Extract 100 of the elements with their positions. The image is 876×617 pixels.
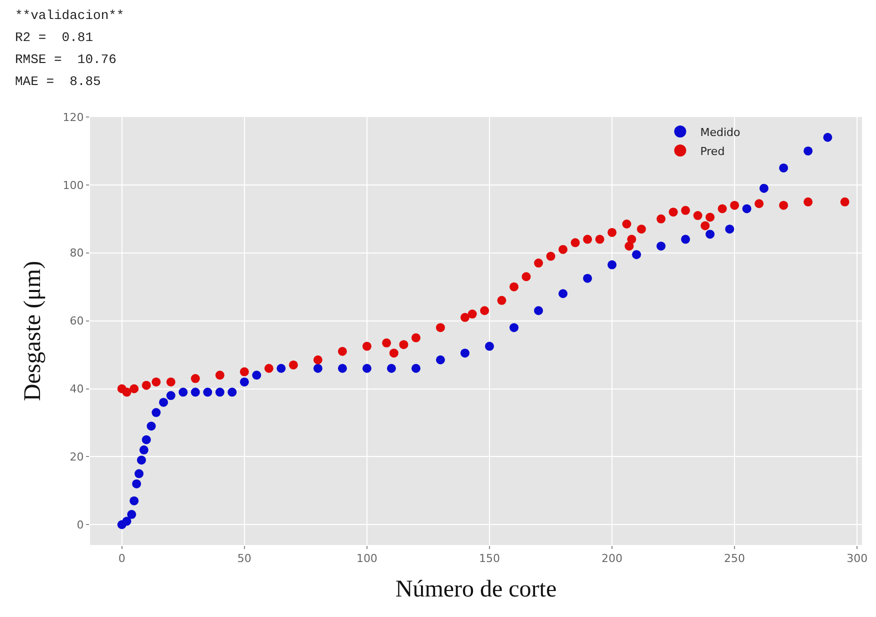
point [142,435,151,444]
point [656,214,666,224]
point [480,306,490,316]
point [608,228,617,237]
point [558,244,568,254]
point [804,146,813,156]
point [399,340,408,350]
point [497,296,506,305]
legend-label: Pred [700,144,725,158]
y-tick-label: 20 [70,450,84,464]
point [622,220,632,228]
point [436,355,445,364]
point [338,346,347,356]
y-tick-label: 0 [76,518,84,532]
point [509,323,518,332]
point [411,364,420,373]
point [779,200,788,210]
point [823,132,832,142]
point [460,348,470,358]
point [725,224,734,234]
point [484,342,494,351]
x-tick-label: 100 [356,552,378,566]
point [460,312,470,322]
y-tick-label: 100 [62,178,84,192]
point [804,197,813,206]
point [215,388,224,397]
y-tick-label: 60 [70,314,84,328]
point [742,204,752,214]
point [411,333,420,342]
point [190,388,200,397]
point [522,272,531,282]
x-tick-label: 150 [478,552,500,566]
point [558,289,568,298]
point [215,370,224,380]
point [730,200,740,210]
point [570,238,580,248]
point [509,282,518,292]
point [152,377,161,386]
point [159,398,168,407]
point [130,496,139,506]
point [130,384,139,394]
point [706,230,715,239]
x-tick-label: 50 [237,552,252,566]
y-tick-label: 80 [70,246,84,260]
x-tick-label: 300 [846,552,868,566]
point [595,234,604,244]
point [178,388,188,397]
y-tick-label: 40 [70,382,84,396]
point [313,364,322,373]
point [240,367,249,376]
text: MAE = 8.85 [15,74,101,89]
point [142,380,151,390]
point [681,206,690,215]
point [624,242,634,251]
point [534,306,543,316]
point [583,234,592,244]
point [546,252,556,261]
point [139,445,148,454]
point [313,355,322,364]
x-tick-label: 200 [602,552,623,566]
point [754,199,764,208]
point [632,250,642,260]
point [136,456,146,465]
point [127,510,136,519]
point [152,408,161,418]
point [203,388,212,397]
point [132,479,142,488]
point [608,260,617,270]
point [338,364,347,373]
point [252,370,262,380]
point [627,234,636,244]
point [362,364,372,373]
point [166,377,176,386]
point [362,342,372,351]
point [700,221,710,230]
x-tick-label: 0 [118,552,126,566]
point [636,224,646,234]
point [134,469,144,478]
point [190,374,200,384]
point [656,242,666,251]
x-tick-label: 250 [724,552,746,566]
point [382,338,392,348]
point [436,323,445,332]
y-axis-title: Desgaste (μm) [20,260,46,402]
point [228,388,237,397]
point [386,364,396,373]
point [718,204,727,214]
text: RMSE = 10.76 [15,52,116,67]
x-axis-title: Número de corte [395,576,557,602]
point [276,364,286,373]
point [389,348,398,358]
text: R2 = 0.81 [15,30,94,45]
point [693,211,702,220]
y-tick-label: 120 [62,110,84,124]
point [779,163,788,172]
point [468,310,477,319]
point [668,208,678,217]
point [240,377,249,386]
point [264,364,274,373]
point [706,212,715,222]
